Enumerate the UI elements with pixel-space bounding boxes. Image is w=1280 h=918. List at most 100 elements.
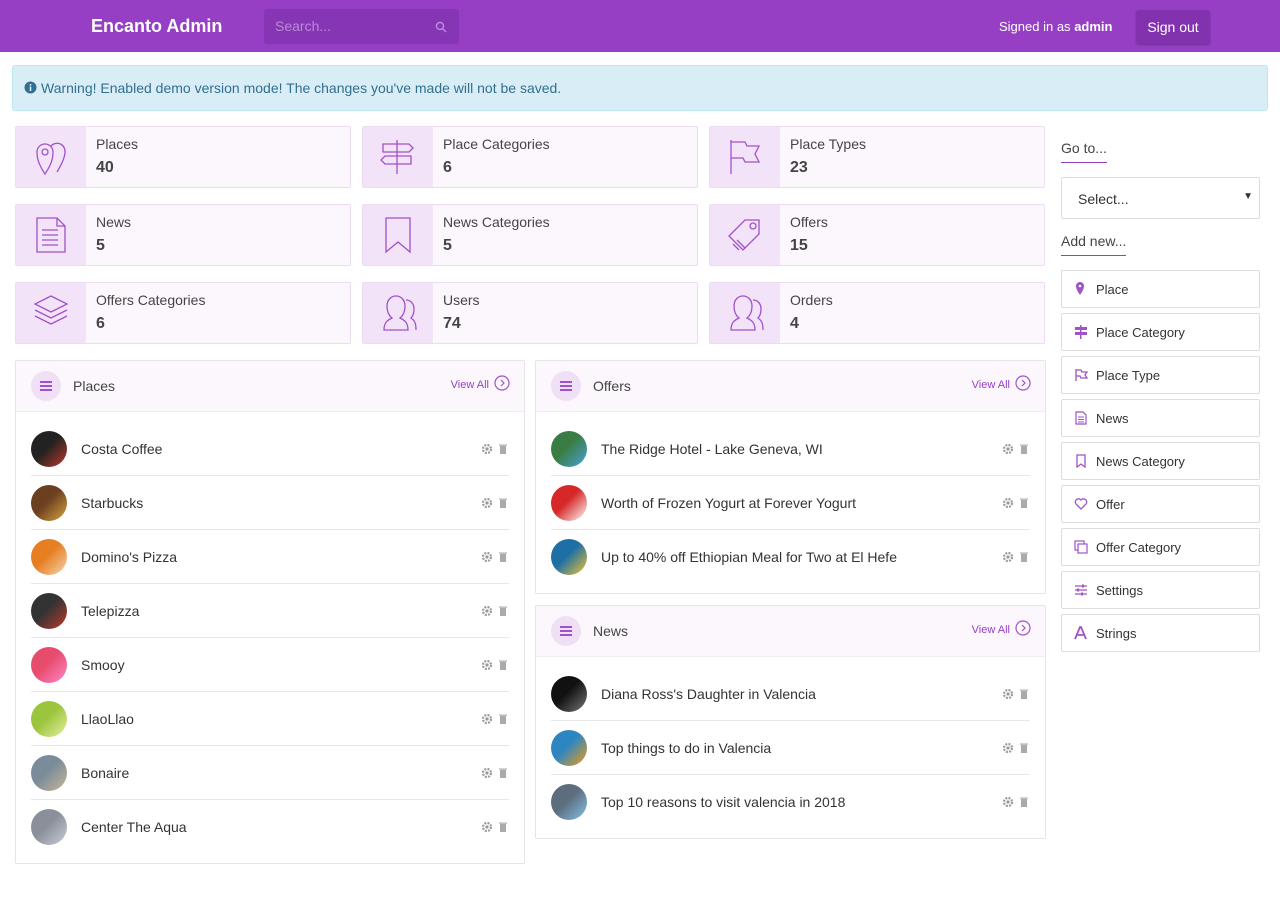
menu-icon[interactable] [551,371,581,401]
list-item[interactable]: Smooy [31,638,509,692]
add-new-text: News [1096,410,1129,426]
panel-header: Offers View All [536,361,1045,412]
stat-text: News Categories 5 [433,205,560,265]
edit-icon[interactable] [481,659,493,671]
delete-icon[interactable] [497,659,509,671]
stat-value: 15 [790,237,808,254]
item-actions [481,551,509,563]
stat-card[interactable]: Offers 15 [709,204,1045,266]
delete-icon[interactable] [1018,551,1030,563]
stat-card[interactable]: Users 74 [362,282,698,344]
delete-icon[interactable] [1018,497,1030,509]
list-item[interactable]: Center The Aqua [31,800,509,854]
view-all-link[interactable]: View All [450,375,510,391]
edit-icon[interactable] [1002,742,1014,754]
delete-icon[interactable] [497,443,509,455]
item-actions [1002,742,1030,754]
add-new-label: Add new... [1061,233,1127,256]
delete-icon[interactable] [497,767,509,779]
edit-icon[interactable] [481,605,493,617]
view-all-link[interactable]: View All [972,620,1031,636]
stat-icon-box [16,205,86,265]
avatar [31,754,67,791]
item-name: Top 10 reasons to visit valencia in 2018 [601,794,846,810]
edit-icon[interactable] [481,443,493,455]
list-item[interactable]: Domino's Pizza [31,530,509,584]
edit-icon[interactable] [1002,443,1014,455]
search-box[interactable]: Search... [264,9,459,44]
delete-icon[interactable] [497,605,509,617]
stat-card[interactable]: News 5 [15,204,351,266]
list-item[interactable]: Telepizza [31,584,509,638]
add-new-button[interactable]: News Category [1061,442,1260,480]
stat-text: Offers 15 [780,205,838,265]
list-item[interactable]: Worth of Frozen Yogurt at Forever Yogurt [551,476,1030,530]
stat-card[interactable]: News Categories 5 [362,204,698,266]
hamburger [40,381,52,391]
list-item[interactable]: Diana Ross's Daughter in Valencia [551,667,1030,721]
demo-alert: Warning! Enabled demo version mode! The … [12,65,1268,111]
list-item[interactable]: Bonaire [31,746,509,800]
stat-icon [385,217,411,254]
add-new-text: Place [1096,281,1129,297]
goto-select[interactable]: Select... ▼ [1061,177,1260,219]
stat-value: 4 [790,315,799,332]
avatar [31,538,67,575]
add-new-button[interactable]: Place [1061,270,1260,308]
delete-icon[interactable] [497,821,509,833]
brand[interactable]: Encanto Admin [91,16,223,36]
list-item[interactable]: Starbucks [31,476,509,530]
stat-value: 5 [443,237,452,254]
view-all-link[interactable]: View All [972,375,1031,391]
sign-out-button[interactable]: Sign out [1136,10,1210,44]
edit-icon[interactable] [481,821,493,833]
add-new-button[interactable]: Offer [1061,485,1260,523]
avatar [551,430,587,467]
delete-icon[interactable] [1018,742,1030,754]
add-new-button[interactable]: Place Type [1061,356,1260,394]
list-item[interactable]: Top 10 reasons to visit valencia in 2018 [551,775,1030,829]
add-new-button[interactable]: News [1061,399,1260,437]
stat-card[interactable]: Orders 4 [709,282,1045,344]
stat-card[interactable]: Places 40 [15,126,351,188]
panel-title: Offers [593,378,631,394]
edit-icon[interactable] [1002,497,1014,509]
item-actions [1002,688,1030,700]
add-new-button[interactable]: Settings [1061,571,1260,609]
item-actions [1002,551,1030,563]
delete-icon[interactable] [497,497,509,509]
menu-icon[interactable] [31,371,61,401]
list-item[interactable]: LlaoLlao [31,692,509,746]
item-actions [481,767,509,779]
list-item[interactable]: Costa Coffee [31,422,509,476]
delete-icon[interactable] [497,713,509,725]
add-new-button[interactable]: Strings [1061,614,1260,652]
list-item[interactable]: Top things to do in Valencia [551,721,1030,775]
add-icon [1075,584,1087,596]
stat-card[interactable]: Place Types 23 [709,126,1045,188]
delete-icon[interactable] [1018,796,1030,808]
stat-card[interactable]: Place Categories 6 [362,126,698,188]
add-new-list: Place Place Category Place Type News News Ca… [1061,270,1260,652]
stat-card[interactable]: Offers Categories 6 [15,282,351,344]
add-icon [1076,454,1086,468]
view-all-text: View All [450,378,489,391]
list-item[interactable]: Up to 40% off Ethiopian Meal for Two at … [551,530,1030,584]
stat-text: Offers Categories 6 [86,283,215,343]
delete-icon[interactable] [1018,443,1030,455]
menu-icon[interactable] [551,616,581,646]
add-new-button[interactable]: Offer Category [1061,528,1260,566]
edit-icon[interactable] [481,767,493,779]
avatar [551,539,587,575]
edit-icon[interactable] [481,551,493,563]
edit-icon[interactable] [481,497,493,509]
list-item[interactable]: The Ridge Hotel - Lake Geneva, WI [551,422,1030,476]
add-new-button[interactable]: Place Category [1061,313,1260,351]
delete-icon[interactable] [497,551,509,563]
delete-icon[interactable] [1018,688,1030,700]
stat-icon [728,219,760,251]
edit-icon[interactable] [481,713,493,725]
edit-icon[interactable] [1002,688,1014,700]
edit-icon[interactable] [1002,551,1014,563]
edit-icon[interactable] [1002,796,1014,808]
